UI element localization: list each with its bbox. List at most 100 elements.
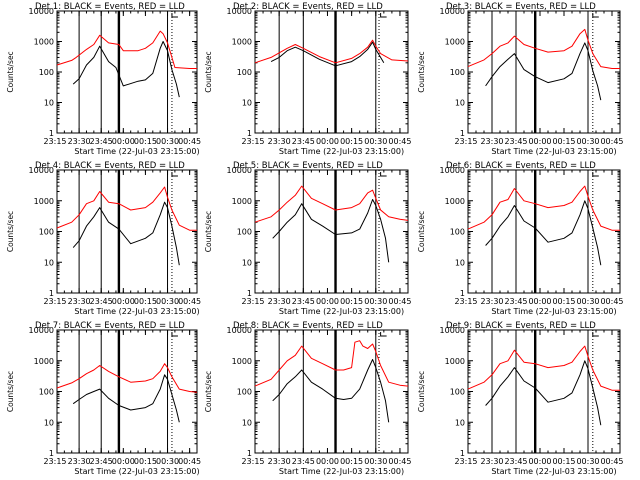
x-tick-label: 00:45	[388, 137, 411, 146]
x-tick-label: 00:00	[316, 137, 339, 146]
x-tick-label: 23:30	[268, 457, 291, 466]
y-axis-label: Counts/sec	[204, 371, 213, 412]
panel-title: Det 3: BLACK = Events, RED = LLD	[446, 2, 596, 12]
corner-mark	[380, 13, 387, 18]
series-lld-line	[467, 345, 620, 391]
x-tick-label: 23:30	[68, 457, 91, 466]
x-tick-label: 00:30	[364, 297, 387, 306]
panel-det-3: Det 3: BLACK = Events, RED = LLD 1 10 100 10…	[417, 2, 624, 156]
series-events-line	[72, 41, 180, 98]
x-tick-label: 23:45	[292, 137, 315, 146]
x-tick-label: 00:45	[178, 457, 201, 466]
y-tick-label: 10000	[29, 7, 54, 16]
y-tick-label: 10000	[227, 326, 252, 335]
y-tick-label: 10	[44, 418, 54, 427]
y-tick-label: 1000	[445, 357, 465, 366]
y-tick-label: 10000	[440, 326, 465, 335]
y-tick-label: 10000	[440, 166, 465, 175]
y-tick-label: 1000	[445, 38, 465, 47]
x-tick-label: 23:15	[43, 457, 66, 466]
x-tick-label: 00:15	[340, 457, 363, 466]
y-tick-label: 1	[247, 129, 252, 138]
y-tick-label: 1	[247, 449, 252, 458]
y-axis-label: Counts/sec	[204, 211, 213, 252]
plot-frame	[56, 169, 198, 294]
y-tick-label: 1000	[232, 197, 252, 206]
x-tick-label: 23:15	[454, 297, 477, 306]
x-axis-label: Start Time (22-Jul-03 23:15:00)	[74, 307, 199, 316]
y-tick-label: 100	[450, 68, 465, 77]
series-lld-line	[56, 363, 198, 393]
x-axis-label: Start Time (22-Jul-03 23:15:00)	[74, 467, 199, 476]
series-events-line	[272, 359, 390, 423]
plot-frame	[254, 10, 409, 134]
y-tick-label: 100	[39, 388, 54, 397]
x-tick-label: 23:15	[241, 137, 264, 146]
x-tick-label: 00:30	[576, 137, 599, 146]
y-tick-label: 10	[242, 418, 252, 427]
panel-title: Det 7: BLACK = Events, RED = LLD	[35, 321, 185, 331]
panel-det-4: Det 4: BLACK = Events, RED = LLD 1 10 100 10…	[6, 161, 201, 316]
y-tick-label: 100	[450, 388, 465, 397]
x-tick-label: 23:45	[90, 297, 113, 306]
y-tick-label: 1	[49, 289, 54, 298]
series-lld-line	[467, 28, 620, 69]
y-tick-label: 10000	[29, 326, 54, 335]
y-tick-label: 10	[455, 258, 465, 267]
series-events-line	[485, 42, 602, 101]
x-tick-label: 23:30	[268, 137, 291, 146]
panel-title: Det 2: BLACK = Events, RED = LLD	[233, 2, 383, 12]
plot-frame	[254, 329, 409, 454]
panel-title: Det 5: BLACK = Events, RED = LLD	[233, 161, 383, 171]
x-tick-label: 23:30	[480, 457, 503, 466]
corner-mark	[171, 13, 178, 18]
x-tick-label: 23:45	[90, 457, 113, 466]
series-events-line	[272, 199, 390, 263]
panel-det-7: Det 7: BLACK = Events, RED = LLD 1 10 100 10…	[6, 321, 201, 476]
x-axis-label: Start Time (22-Jul-03 23:15:00)	[491, 307, 616, 316]
plot-frame	[467, 169, 621, 294]
y-axis-label: Counts/sec	[417, 371, 426, 412]
series-lld-line	[254, 39, 409, 64]
corner-mark	[380, 332, 387, 337]
y-axis-label: Counts/sec	[6, 371, 15, 412]
x-tick-label: 00:15	[340, 137, 363, 146]
x-tick-label: 23:45	[90, 137, 113, 146]
x-tick-label: 00:15	[552, 457, 575, 466]
y-tick-label: 100	[237, 388, 252, 397]
series-events-line	[485, 360, 602, 426]
x-tick-label: 23:15	[454, 137, 477, 146]
y-tick-label: 1	[49, 129, 54, 138]
y-tick-label: 10	[455, 418, 465, 427]
panel-det-6: Det 6: BLACK = Events, RED = LLD 1 10 100 10…	[417, 161, 624, 316]
y-tick-label: 1000	[232, 357, 252, 366]
series-lld-line	[56, 186, 197, 231]
x-tick-label: 00:30	[156, 297, 179, 306]
series-events-line	[485, 200, 602, 266]
panel-det-5: Det 5: BLACK = Events, RED = LLD 1 10 100 10…	[204, 161, 411, 316]
x-tick-label: 23:45	[292, 457, 315, 466]
x-tick-label: 00:00	[112, 137, 135, 146]
corner-mark	[592, 13, 599, 18]
y-tick-label: 1000	[34, 197, 54, 206]
x-tick-label: 00:45	[388, 297, 411, 306]
y-tick-label: 100	[237, 68, 252, 77]
series-lld-line	[56, 30, 197, 69]
x-tick-label: 00:30	[364, 457, 387, 466]
y-tick-label: 10	[242, 99, 252, 108]
x-axis-label: Start Time (22-Jul-03 23:15:00)	[491, 467, 616, 476]
y-tick-label: 1000	[34, 357, 54, 366]
x-tick-label: 23:45	[292, 297, 315, 306]
y-axis-label: Counts/sec	[204, 51, 213, 92]
x-tick-label: 23:15	[43, 297, 66, 306]
panel-det-1: Det 1: BLACK = Events, RED = LLD 1 10 100 10…	[6, 2, 201, 156]
y-axis-label: Counts/sec	[6, 211, 15, 252]
y-axis-label: Counts/sec	[417, 51, 426, 92]
panel-title: Det 6: BLACK = Events, RED = LLD	[446, 161, 596, 171]
x-tick-label: 00:30	[156, 137, 179, 146]
y-tick-label: 10000	[440, 7, 465, 16]
x-axis-label: Start Time (22-Jul-03 23:15:00)	[491, 147, 616, 156]
x-tick-label: 00:45	[178, 137, 201, 146]
x-tick-label: 00:15	[134, 457, 157, 466]
